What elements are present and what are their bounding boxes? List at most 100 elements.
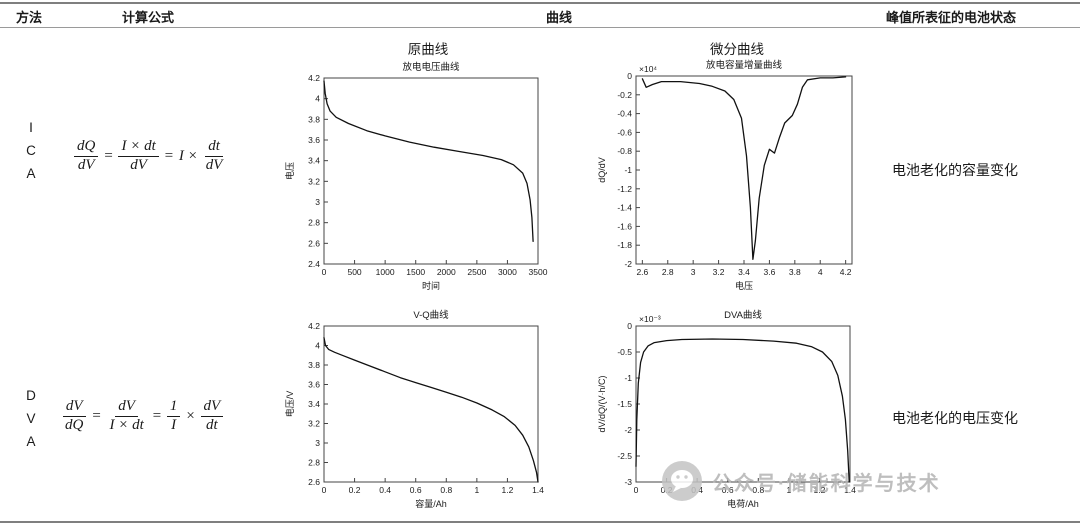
formula-text: × [185, 407, 196, 424]
fraction: dQ dV [74, 138, 99, 174]
formula-text: = [103, 147, 114, 164]
svg-text:-0.4: -0.4 [617, 109, 632, 119]
svg-text:2000: 2000 [437, 267, 456, 277]
column-header-curve: 曲线 [546, 10, 573, 25]
header-underline [0, 27, 1080, 28]
fraction: dt dV [205, 138, 223, 173]
svg-text:-0.6: -0.6 [617, 127, 632, 137]
svg-text:1: 1 [786, 485, 791, 495]
svg-text:0.8: 0.8 [752, 485, 764, 495]
svg-text:3: 3 [315, 438, 320, 448]
method-letter: A [26, 166, 36, 181]
svg-text:×10⁴: ×10⁴ [639, 64, 657, 74]
dva-formula: dV dQ = dV I × dt = 1 I × dV dt [62, 391, 224, 441]
svg-text:4: 4 [315, 341, 320, 351]
subheader-original-curve: 原曲线 [407, 42, 449, 57]
svg-text:电压: 电压 [735, 280, 753, 291]
svg-text:3.2: 3.2 [308, 176, 320, 186]
ica-original-curve-chart: 放电电压曲线 0 500 1000 1500 2000 2500 3000 3500 2.4 2.6… [284, 61, 548, 291]
svg-text:-2: -2 [624, 259, 632, 269]
svg-text:3.8: 3.8 [308, 360, 320, 370]
svg-text:-1.4: -1.4 [617, 203, 632, 213]
svg-text:0: 0 [627, 71, 632, 81]
svg-text:时间: 时间 [422, 280, 440, 291]
column-header-formula: 计算公式 [122, 10, 175, 25]
svg-text:3: 3 [315, 197, 320, 207]
svg-text:0.2: 0.2 [349, 485, 361, 495]
svg-text:dQ/dV: dQ/dV [597, 157, 607, 183]
svg-text:3.2: 3.2 [308, 419, 320, 429]
svg-text:0: 0 [322, 267, 327, 277]
svg-text:4: 4 [315, 94, 320, 104]
svg-text:1.2: 1.2 [814, 485, 826, 495]
svg-text:1.2: 1.2 [502, 485, 514, 495]
fraction: I × dt dV [118, 138, 159, 174]
svg-text:3.6: 3.6 [308, 135, 320, 145]
svg-text:-0.8: -0.8 [617, 146, 632, 156]
svg-text:4.2: 4.2 [840, 267, 852, 277]
svg-text:3.4: 3.4 [308, 399, 320, 409]
svg-text:×10⁻³: ×10⁻³ [639, 314, 661, 324]
svg-text:1.4: 1.4 [532, 485, 544, 495]
svg-text:-0.2: -0.2 [617, 90, 632, 100]
fraction: dV dt [200, 398, 224, 434]
bottom-rule [0, 521, 1080, 523]
svg-text:2.6: 2.6 [308, 238, 320, 248]
svg-text:1.4: 1.4 [844, 485, 856, 495]
svg-text:2.6: 2.6 [308, 477, 320, 487]
fraction: dV I × dt [109, 398, 144, 433]
svg-text:4.2: 4.2 [308, 73, 320, 83]
svg-text:0: 0 [634, 485, 639, 495]
svg-text:3.8: 3.8 [308, 114, 320, 124]
svg-text:0.6: 0.6 [722, 485, 734, 495]
svg-text:0: 0 [627, 321, 632, 331]
method-letter: V [26, 411, 36, 426]
svg-text:-2.5: -2.5 [617, 451, 632, 461]
svg-text:4: 4 [818, 267, 823, 277]
svg-text:电压: 电压 [284, 162, 295, 180]
svg-text:dV/dQ/(V·h/C): dV/dQ/(V·h/C) [597, 375, 607, 432]
method-letter: C [26, 143, 36, 158]
svg-text:4.2: 4.2 [308, 321, 320, 331]
dva-original-curve-chart: V-Q曲线 0 0.2 0.4 0.6 0.8 1 1.2 1.4 2.6 2.8 3 3.2 3.4 3.… [284, 309, 544, 509]
svg-text:放电容量增量曲线: 放电容量增量曲线 [706, 59, 783, 71]
svg-text:1: 1 [474, 485, 479, 495]
svg-text:-1.2: -1.2 [617, 184, 632, 194]
column-header-method: 方法 [16, 10, 43, 25]
formula-text: = [163, 147, 174, 164]
svg-text:3.4: 3.4 [308, 156, 320, 166]
svg-text:3.8: 3.8 [789, 267, 801, 277]
svg-text:0.4: 0.4 [379, 485, 391, 495]
svg-text:0.8: 0.8 [440, 485, 452, 495]
formula-text: I × [178, 147, 198, 164]
dva-differential-curve-chart: DVA曲线×10⁻³00.20.40.60.811.21.40-0.5-1-1.… [597, 309, 856, 509]
svg-text:2.6: 2.6 [636, 267, 648, 277]
svg-text:-1: -1 [624, 165, 632, 175]
svg-text:2.4: 2.4 [308, 259, 320, 269]
method-letter: I [29, 120, 33, 135]
svg-text:3: 3 [691, 267, 696, 277]
svg-text:500: 500 [347, 267, 361, 277]
svg-text:电压/V: 电压/V [284, 391, 295, 418]
method-letter: D [26, 388, 36, 403]
svg-text:0: 0 [322, 485, 327, 495]
svg-text:3.2: 3.2 [713, 267, 725, 277]
method-letter: A [26, 434, 36, 449]
svg-text:1500: 1500 [406, 267, 425, 277]
svg-text:3000: 3000 [498, 267, 517, 277]
svg-text:放电电压曲线: 放电电压曲线 [402, 61, 460, 73]
svg-text:-3: -3 [624, 477, 632, 487]
watermark-text: 公众号·储能科学与技术 [712, 472, 941, 495]
svg-text:2.8: 2.8 [308, 218, 320, 228]
svg-text:容量/Ah: 容量/Ah [415, 498, 447, 509]
svg-text:-1.6: -1.6 [617, 221, 632, 231]
svg-text:3.6: 3.6 [308, 380, 320, 390]
subheader-differential-curve: 微分曲线 [710, 42, 764, 57]
formula-text: = [91, 407, 102, 424]
dva-state-description: 电池老化的电压变化 [892, 410, 1018, 426]
wechat-icon [662, 461, 702, 501]
formula-text: = [151, 407, 162, 424]
